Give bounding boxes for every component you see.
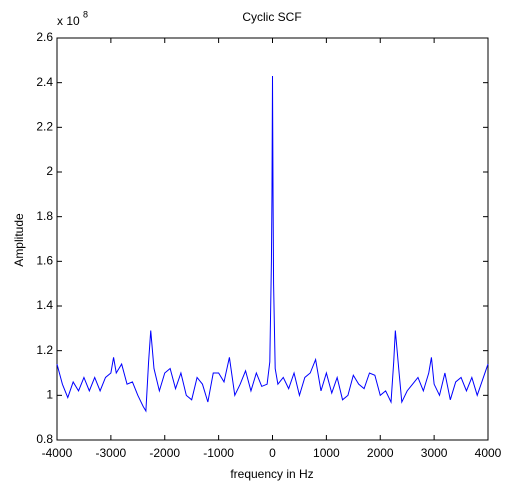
x-tick-label: 1000 [313, 446, 340, 460]
y-tick-label: 2 [46, 164, 53, 178]
x-tick-label: 3000 [421, 446, 448, 460]
x-tick-label: 2000 [367, 446, 394, 460]
x-tick-label: 0 [269, 446, 276, 460]
y-tick-label: 2.2 [36, 120, 53, 134]
y-tick-label: 1.6 [36, 254, 53, 268]
x-tick-label: -3000 [96, 446, 127, 460]
x-tick-label: -2000 [149, 446, 180, 460]
data-line [56, 75, 489, 413]
y-tick-label: 1 [46, 388, 53, 402]
x-tick-label: 4000 [475, 446, 502, 460]
y-axis-label: Amplitude [12, 213, 26, 267]
x-axis-label: frequency in Hz [230, 467, 313, 481]
chart-title: Cyclic SCF [242, 10, 301, 24]
y-tick-label: 1.2 [36, 343, 53, 357]
y-multiplier-exponent: 8 [83, 9, 88, 19]
y-tick-label: 1.4 [36, 298, 53, 312]
x-tick-label: -1000 [203, 446, 234, 460]
y-tick-label: 2.4 [36, 75, 53, 89]
x-tick-label: -4000 [42, 446, 73, 460]
y-multiplier: x 10 [57, 14, 80, 28]
y-tick-label: 2.6 [36, 30, 53, 44]
y-tick-label: 0.8 [36, 432, 53, 446]
y-tick-label: 1.8 [36, 209, 53, 223]
